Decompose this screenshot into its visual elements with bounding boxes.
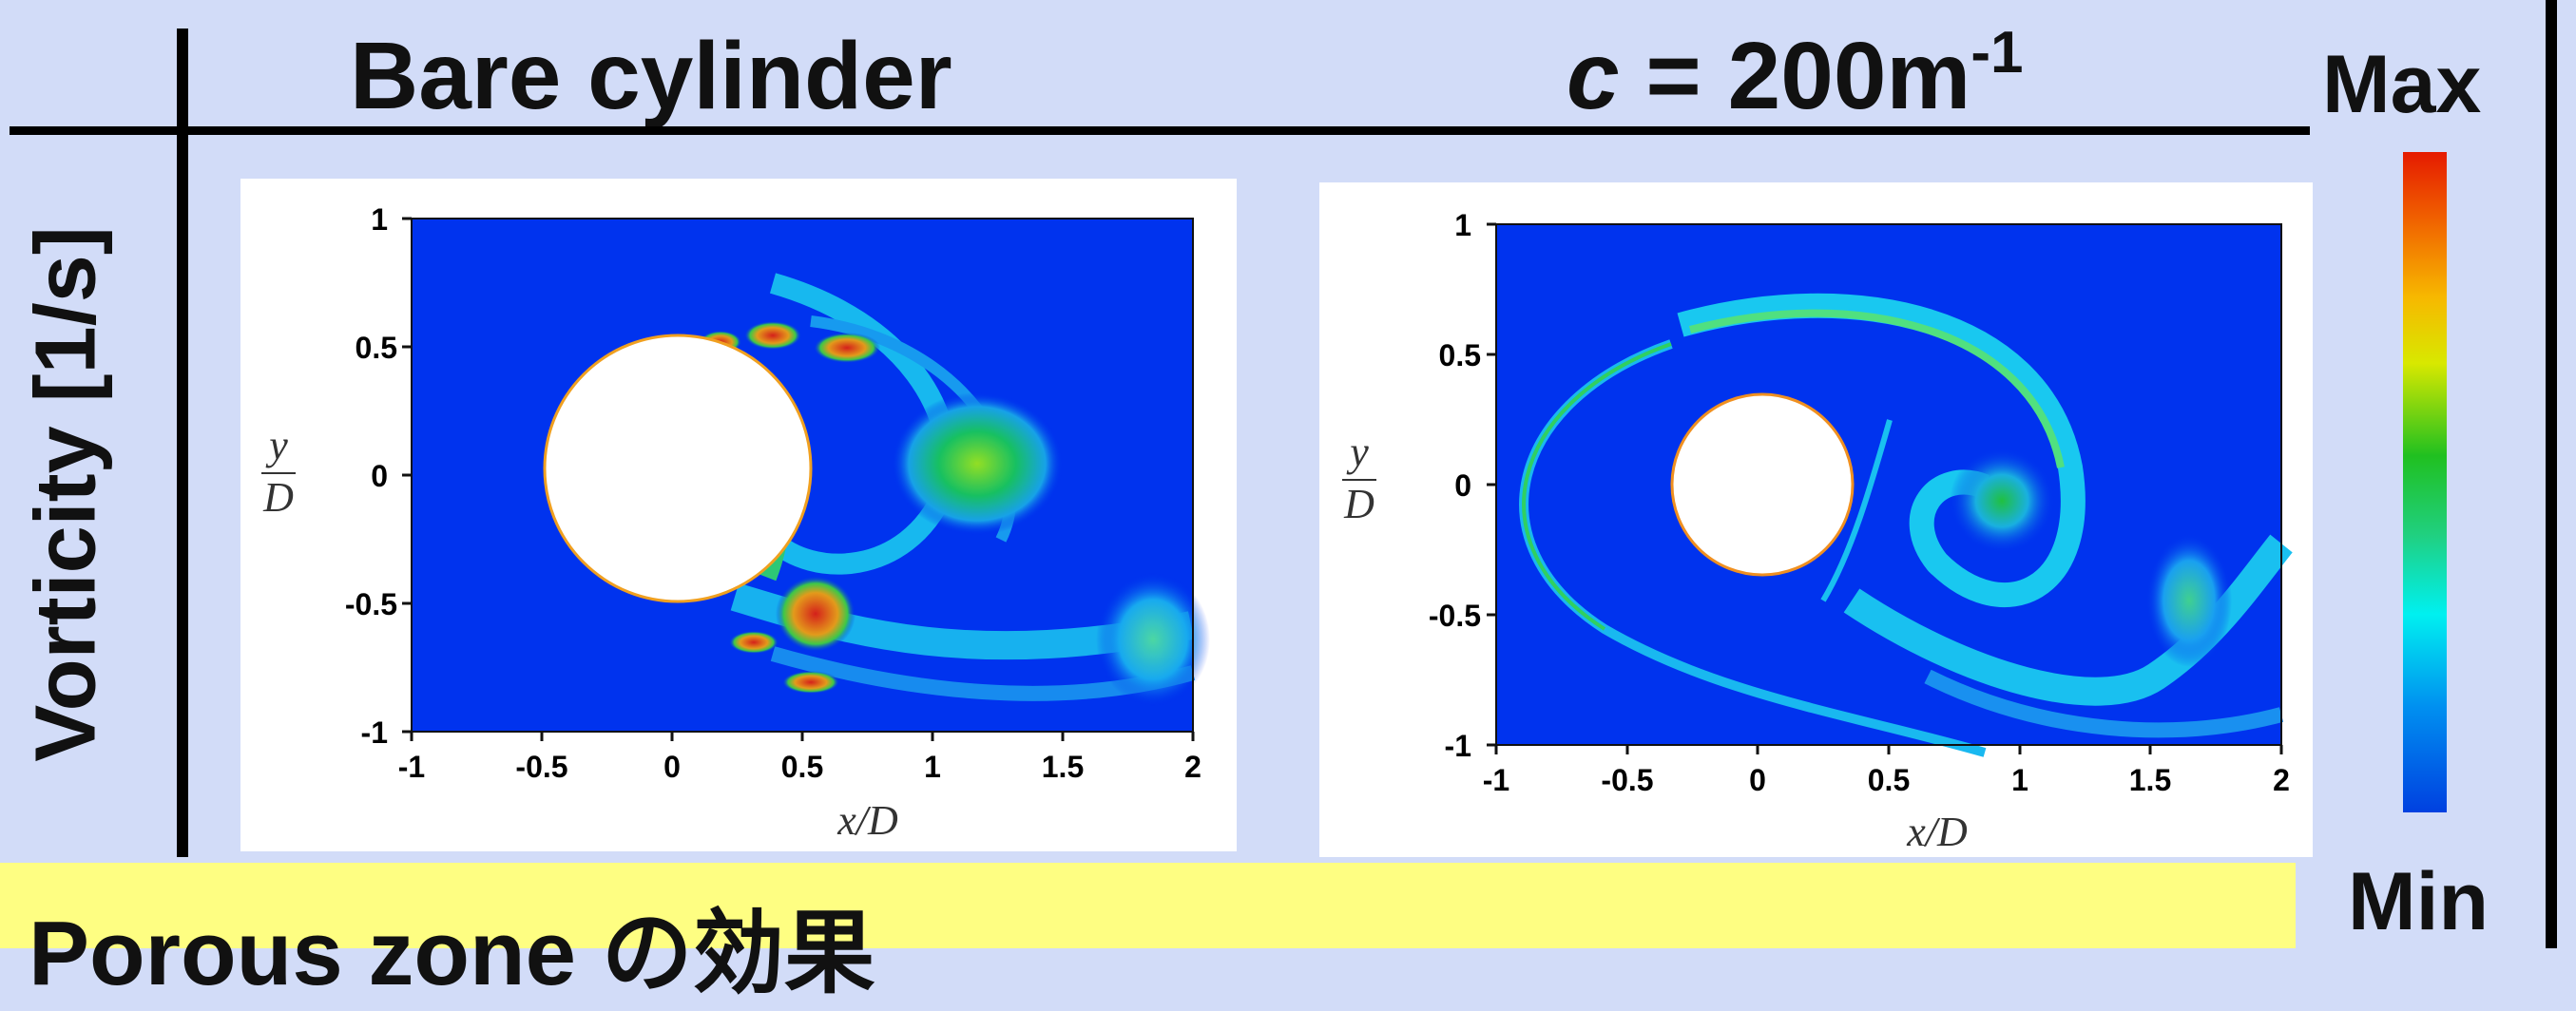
y-tick-label: 0.5: [1439, 338, 1481, 372]
y-tick-label: 0: [371, 459, 388, 493]
footer-banner: [0, 863, 2296, 948]
x-tick-label: -1: [1483, 763, 1509, 797]
x-tick-label: 1.5: [2129, 763, 2171, 797]
y-axis-ticks-right: 1 0.5 0 -0.5 -1: [1429, 208, 1496, 763]
x-tick-label: -0.5: [515, 750, 567, 784]
y-tick-label: -0.5: [345, 587, 397, 621]
header-divider: [10, 126, 2310, 135]
x-tick-label: 2: [2273, 763, 2290, 797]
wake-structures-left: [700, 273, 1210, 706]
x-tick-label: 0.5: [781, 750, 823, 784]
x-tick-label: 0.5: [1868, 763, 1910, 797]
cylinder-right: [1670, 392, 1855, 577]
colorbar-min-label: Min: [2348, 856, 2489, 947]
y-axis-label-den: D: [262, 474, 294, 521]
column-title-porous: c = 200m-1: [1567, 20, 2024, 129]
column-title-bare-cylinder: Bare cylinder: [350, 23, 952, 129]
colorbar-max-label: Max: [2322, 39, 2482, 130]
y-tick-label: 1: [1454, 208, 1471, 242]
y-tick-label: -1: [1445, 729, 1471, 763]
vorticity-plot-bare-cylinder: 1 0.5 0 -0.5 -1 -1 -0.5 0 0.5 1 1.5 2 x/…: [240, 179, 1237, 851]
colorbar: [2403, 152, 2447, 812]
y-tick-label: 1: [371, 202, 388, 237]
vorticity-plot-porous-cylinder: 1 0.5 0 -0.5 -1 -1 -0.5 0 0.5 1 1.5 2 x/…: [1319, 182, 2313, 857]
y-tick-label: 0: [1454, 468, 1471, 503]
wake-structures-right: [1519, 293, 2293, 757]
y-axis-label-num: y: [265, 422, 288, 468]
x-axis-ticks-left: -1 -0.5 0 0.5 1 1.5 2: [398, 732, 1201, 784]
x-tick-label: 1: [924, 750, 941, 784]
x-tick-label: -1: [398, 750, 425, 784]
x-tick-label: 1: [2011, 763, 2028, 797]
x-axis-label: x/D: [836, 797, 898, 844]
y-tick-label: -1: [361, 715, 388, 750]
x-tick-label: 0: [1749, 763, 1766, 797]
y-axis-ticks-left: 1 0.5 0 -0.5 -1: [345, 202, 412, 750]
x-tick-label: -0.5: [1601, 763, 1653, 797]
x-tick-label: 2: [1184, 750, 1201, 784]
x-axis-ticks-right: -1 -0.5 0 0.5 1 1.5 2: [1483, 745, 2290, 797]
footer-text: Porous zone の効果: [29, 903, 875, 1004]
y-tick-label: 0.5: [356, 331, 397, 365]
x-tick-label: 1.5: [1042, 750, 1084, 784]
row-header-divider: [177, 29, 188, 857]
right-border: [2546, 0, 2557, 948]
y-axis-label-den: D: [1343, 481, 1375, 527]
cylinder-left: [543, 334, 813, 603]
x-tick-label: 0: [663, 750, 681, 784]
y-axis-label-num: y: [1346, 429, 1369, 475]
x-axis-label: x/D: [1906, 809, 1968, 855]
y-tick-label: -0.5: [1429, 599, 1481, 633]
row-label: Vorticity [1/s]: [18, 226, 114, 762]
